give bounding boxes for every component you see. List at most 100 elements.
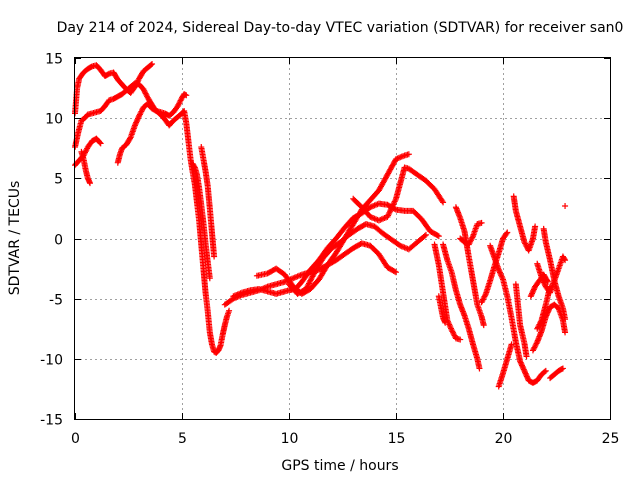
data-point [447, 324, 454, 331]
y-tick-label: 10 [45, 112, 63, 128]
data-point [387, 208, 394, 215]
series-arc26 [540, 225, 569, 323]
data-point [499, 275, 506, 282]
series-arc7 [198, 144, 218, 260]
y-tick-label: -15 [40, 413, 63, 429]
data-point [135, 114, 142, 121]
data-point [211, 253, 218, 260]
data-point [562, 316, 569, 323]
series-arc19 [495, 341, 515, 390]
y-tick-label: 5 [54, 172, 63, 188]
data-point [421, 232, 428, 239]
data-point [541, 368, 548, 375]
data-point [131, 122, 138, 129]
data-point [391, 268, 398, 275]
data-point [562, 329, 569, 336]
y-tick-label: -10 [40, 353, 63, 369]
data-point [390, 201, 397, 208]
data-point [504, 229, 511, 236]
data-point [518, 360, 525, 367]
data-point [147, 61, 154, 68]
data-point [496, 269, 503, 276]
data-point [191, 163, 198, 170]
data-point [541, 280, 548, 287]
data-point [448, 325, 455, 332]
data-point [126, 135, 133, 142]
data-point [478, 219, 485, 226]
data-point [523, 373, 530, 380]
data-point [440, 199, 447, 206]
data-point [508, 341, 515, 348]
x-tick-label: 25 [602, 431, 620, 447]
x-tick-label: 20 [495, 431, 513, 447]
series-arc12 [350, 164, 447, 224]
series-arc21 [510, 193, 539, 254]
data-point [393, 269, 399, 276]
data-point [149, 61, 156, 68]
data-point [544, 309, 551, 316]
data-point [133, 119, 140, 126]
y-tick-label: 0 [54, 233, 63, 249]
data-point [480, 322, 487, 329]
data-point [495, 266, 502, 273]
data-point [523, 371, 530, 378]
data-point [558, 366, 565, 373]
data-point [134, 115, 141, 122]
data-point [544, 278, 551, 285]
series-arc25 [527, 271, 551, 300]
data-point [388, 205, 395, 212]
series-arc15 [440, 241, 483, 372]
x-tick-label: 15 [388, 431, 406, 447]
data-point [522, 369, 529, 376]
data-point [520, 365, 527, 372]
data-point [497, 270, 504, 277]
data-point [517, 359, 524, 366]
x-tick-label: 0 [71, 431, 80, 447]
data-point [530, 286, 537, 293]
data-point [389, 202, 396, 209]
data-point [435, 233, 442, 240]
plot-frame [74, 57, 611, 420]
series-arc28 [547, 365, 566, 382]
data-point [384, 213, 391, 220]
data-points [72, 61, 569, 390]
data-point [226, 307, 233, 314]
data-point [519, 363, 526, 370]
data-point [133, 118, 140, 125]
data-point [544, 277, 551, 284]
series-arc5 [114, 100, 233, 356]
data-point [422, 231, 429, 238]
data-point [385, 212, 392, 219]
data-point [517, 358, 524, 365]
data-point [97, 140, 104, 147]
data-point [434, 232, 441, 239]
series-arc20 [478, 229, 511, 306]
data-point [476, 365, 483, 372]
data-point [206, 275, 213, 282]
data-point [520, 366, 527, 373]
data-point [521, 367, 528, 374]
data-point [524, 374, 531, 381]
data-point [389, 204, 396, 211]
data-point [562, 203, 569, 210]
data-point [532, 223, 539, 230]
data-point [446, 321, 453, 328]
x-tick-label: 5 [178, 431, 187, 447]
data-point [503, 230, 510, 237]
data-point [392, 197, 399, 204]
data-point [544, 310, 551, 317]
series-arc11 [286, 221, 429, 297]
data-point [86, 180, 93, 187]
x-axis-label: GPS time / hours [281, 458, 398, 474]
data-point [529, 289, 536, 296]
data-point [498, 272, 505, 279]
data-point [457, 336, 464, 343]
data-point [405, 151, 412, 158]
data-point [530, 287, 537, 294]
data-point [442, 319, 449, 326]
data-point [134, 116, 141, 123]
y-axis-label: SDTVAR / TECUs [7, 181, 23, 296]
data-point [496, 268, 503, 275]
data-point [547, 283, 554, 290]
